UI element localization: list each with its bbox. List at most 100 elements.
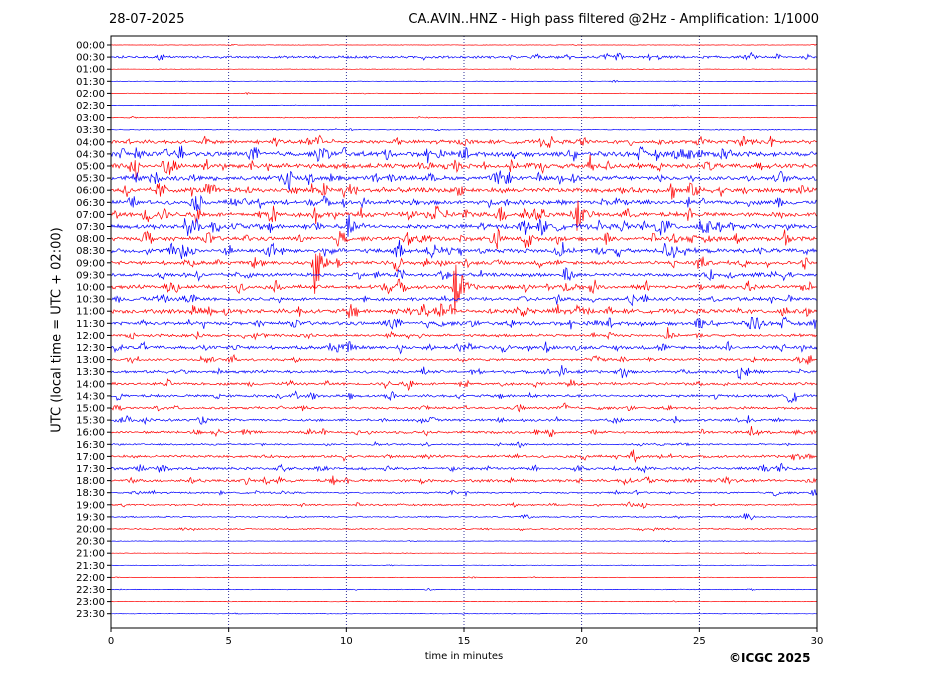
trace-2000 bbox=[110, 527, 818, 532]
trace-1000 bbox=[110, 264, 818, 315]
row-time-label: 19:00 bbox=[76, 500, 105, 511]
row-time-label: 04:30 bbox=[76, 149, 105, 160]
row-time-label: 03:30 bbox=[76, 125, 105, 136]
x-tick-label: 10 bbox=[340, 636, 353, 647]
trace-1600 bbox=[110, 426, 818, 438]
trace-2300 bbox=[110, 600, 818, 603]
x-tick-label: 25 bbox=[693, 636, 706, 647]
vertical-gridlines bbox=[228, 36, 700, 628]
trace-1630 bbox=[110, 440, 818, 448]
row-time-label: 10:30 bbox=[76, 295, 105, 306]
row-time-label: 11:00 bbox=[76, 307, 105, 318]
trace-0330 bbox=[110, 128, 818, 132]
row-time-label: 05:00 bbox=[76, 162, 105, 173]
x-axis-ticks: 0 5 10 15 20 25 30 bbox=[108, 628, 824, 647]
row-time-label: 23:00 bbox=[76, 597, 105, 608]
trace-rows bbox=[110, 43, 818, 615]
trace-2230 bbox=[110, 587, 818, 592]
trace-0630 bbox=[110, 194, 818, 212]
trace-1700 bbox=[110, 449, 818, 464]
row-time-label: 15:30 bbox=[76, 416, 105, 427]
row-time-label: 17:00 bbox=[76, 452, 105, 463]
trace-1300 bbox=[110, 353, 817, 365]
row-time-label: 12:00 bbox=[76, 331, 105, 342]
row-time-label: 01:30 bbox=[76, 77, 105, 88]
x-tick-label: 0 bbox=[108, 636, 114, 647]
row-time-label: 21:00 bbox=[76, 549, 105, 560]
row-time-label: 16:00 bbox=[76, 428, 105, 439]
trace-0730 bbox=[110, 214, 818, 237]
x-axis-label: time in minutes bbox=[424, 651, 504, 662]
trace-0100 bbox=[110, 68, 818, 70]
row-time-label: 10:00 bbox=[76, 283, 105, 294]
row-time-label: 14:30 bbox=[76, 391, 105, 402]
trace-2330 bbox=[110, 612, 818, 615]
trace-0200 bbox=[111, 92, 818, 95]
row-time-label: 11:30 bbox=[76, 319, 105, 330]
row-time-label: 12:30 bbox=[76, 343, 105, 354]
row-time-label: 09:00 bbox=[76, 258, 105, 269]
trace-0130 bbox=[111, 79, 818, 83]
trace-1730 bbox=[110, 462, 818, 474]
trace-0230 bbox=[110, 104, 818, 107]
row-time-label: 02:00 bbox=[76, 89, 105, 100]
row-time-label: 04:00 bbox=[76, 137, 105, 148]
trace-0700 bbox=[110, 200, 818, 231]
row-time-labels: 00:0000:3001:0001:3002:0002:3003:0003:30… bbox=[76, 41, 111, 620]
copyright-credit: ©ICGC 2025 bbox=[729, 651, 811, 665]
row-time-label: 07:00 bbox=[76, 210, 105, 221]
row-time-label: 00:30 bbox=[76, 53, 105, 64]
row-time-label: 07:30 bbox=[76, 222, 105, 233]
row-time-label: 03:00 bbox=[76, 113, 105, 124]
trace-1530 bbox=[110, 415, 818, 425]
trace-1100 bbox=[110, 303, 818, 319]
row-time-label: 06:30 bbox=[76, 198, 105, 209]
trace-1430 bbox=[110, 390, 818, 404]
x-tick-label: 5 bbox=[225, 636, 231, 647]
date-label: 28-07-2025 bbox=[109, 12, 185, 27]
trace-0930 bbox=[110, 267, 818, 282]
trace-1200 bbox=[110, 327, 818, 341]
row-time-label: 02:30 bbox=[76, 101, 105, 112]
y-axis-label: UTC (local time = UTC + 02:00) bbox=[49, 227, 65, 433]
row-time-label: 21:30 bbox=[76, 561, 105, 572]
trace-0400 bbox=[110, 134, 818, 149]
row-time-label: 08:30 bbox=[76, 246, 105, 257]
trace-2030 bbox=[110, 539, 817, 543]
row-time-label: 18:00 bbox=[76, 476, 105, 487]
row-time-label: 05:30 bbox=[76, 174, 105, 185]
row-time-label: 13:00 bbox=[76, 355, 105, 366]
trace-0530 bbox=[110, 170, 818, 191]
trace-0500 bbox=[110, 154, 818, 179]
row-time-label: 09:30 bbox=[76, 270, 105, 281]
row-time-label: 08:00 bbox=[76, 234, 105, 245]
trace-0430 bbox=[110, 145, 818, 164]
trace-2200 bbox=[111, 576, 818, 579]
trace-1330 bbox=[110, 364, 818, 381]
trace-0800 bbox=[110, 227, 818, 250]
trace-1230 bbox=[110, 340, 818, 355]
trace-0900 bbox=[110, 252, 818, 294]
row-time-label: 18:30 bbox=[76, 488, 105, 499]
row-time-label: 01:00 bbox=[76, 65, 105, 76]
trace-2130 bbox=[110, 564, 817, 567]
trace-1400 bbox=[110, 378, 818, 392]
trace-0000 bbox=[111, 43, 817, 46]
x-tick-label: 30 bbox=[811, 636, 824, 647]
row-time-label: 15:00 bbox=[76, 404, 105, 415]
row-time-label: 22:00 bbox=[76, 573, 105, 584]
x-tick-label: 20 bbox=[575, 636, 588, 647]
row-time-label: 00:00 bbox=[76, 41, 105, 52]
trace-1500 bbox=[110, 402, 818, 413]
plot-frame bbox=[110, 35, 818, 629]
row-time-label: 20:00 bbox=[76, 525, 105, 536]
row-time-label: 14:00 bbox=[76, 379, 105, 390]
trace-1900 bbox=[111, 501, 818, 509]
trace-1130 bbox=[110, 316, 818, 330]
trace-1030 bbox=[110, 293, 818, 307]
x-tick-label: 15 bbox=[458, 636, 471, 647]
trace-0030 bbox=[110, 51, 818, 61]
row-time-label: 06:00 bbox=[76, 186, 105, 197]
trace-1830 bbox=[110, 489, 818, 497]
